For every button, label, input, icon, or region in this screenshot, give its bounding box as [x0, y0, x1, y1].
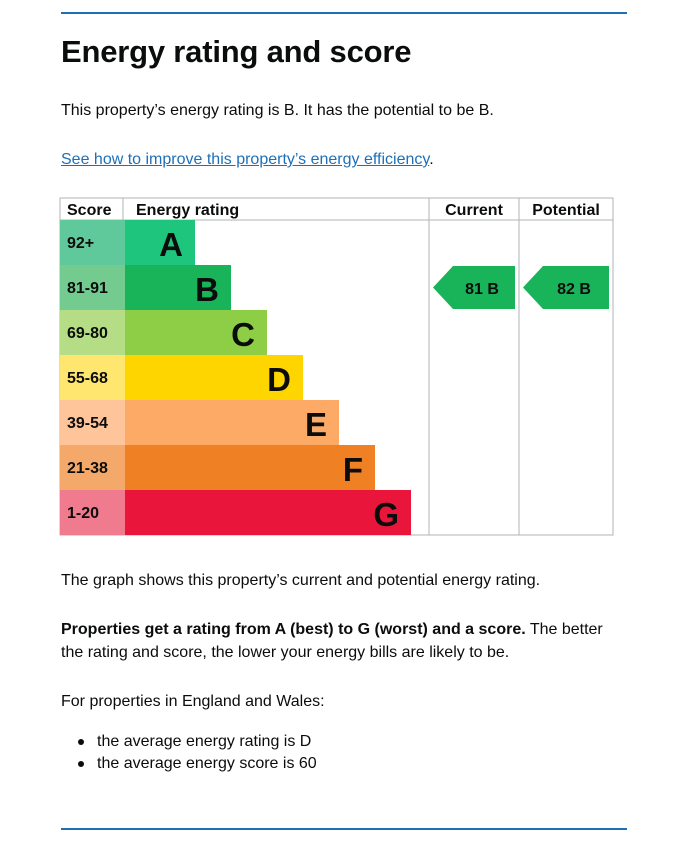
graph-caption: The graph shows this property’s current … — [61, 572, 541, 589]
score-cell-a — [60, 220, 125, 265]
rating-explanation-bold: Properties get a rating from A (best) to… — [61, 621, 526, 638]
region-intro: For properties in England and Wales: — [61, 693, 325, 710]
potential-rating-arrow — [523, 266, 609, 309]
rating-letter-b: B — [195, 271, 219, 308]
rating-bar-e — [125, 400, 339, 445]
improve-efficiency-link[interactable]: See how to improve this property’s energ… — [61, 151, 430, 168]
improve-link-row: See how to improve this property’s energ… — [61, 148, 434, 171]
score-range-f: 21-38 — [67, 460, 108, 477]
current-rating-label: 81 B — [465, 281, 499, 298]
rating-bar-b — [125, 265, 231, 310]
rating-letter-e: E — [305, 406, 327, 443]
rating-explanation: Properties get a rating from A (best) to… — [61, 618, 621, 664]
list-item: the average energy rating is D — [61, 731, 317, 753]
header-current: Current — [445, 202, 503, 219]
rating-bar-d — [125, 355, 303, 400]
rating-letter-f: F — [343, 451, 363, 488]
potential-rating-label: 82 B — [557, 281, 591, 298]
score-cell-f — [60, 445, 125, 490]
score-range-g: 1-20 — [67, 505, 99, 522]
rating-letter-a: A — [159, 226, 183, 263]
rating-bar-f — [125, 445, 375, 490]
score-range-e: 39-54 — [67, 415, 108, 432]
bottom-divider — [61, 828, 627, 830]
link-suffix: . — [429, 151, 434, 168]
rating-letter-c: C — [231, 316, 255, 353]
rating-letter-d: D — [267, 361, 291, 398]
list-item: the average energy score is 60 — [61, 753, 317, 775]
score-cell-c — [60, 310, 125, 355]
score-cell-b — [60, 265, 125, 310]
score-range-d: 55-68 — [67, 370, 108, 387]
score-range-a: 92+ — [67, 235, 94, 252]
header-score: Score — [67, 202, 112, 219]
score-cell-e — [60, 400, 125, 445]
header-energy-rating: Energy rating — [136, 202, 239, 219]
score-cell-g — [60, 490, 125, 535]
rating-letter-g: G — [373, 496, 399, 533]
current-rating-arrow — [433, 266, 515, 309]
top-divider — [61, 12, 627, 14]
score-range-b: 81-91 — [67, 280, 108, 297]
page-title: Energy rating and score — [61, 34, 412, 69]
score-range-c: 69-80 — [67, 325, 108, 342]
header-potential: Potential — [532, 202, 600, 219]
rating-bar-a — [125, 220, 195, 265]
rating-bar-g — [125, 490, 411, 535]
averages-list: the average energy rating is D the avera… — [61, 731, 317, 775]
score-cell-d — [60, 355, 125, 400]
rating-bar-c — [125, 310, 267, 355]
energy-rating-chart: Score Energy rating Current Potential 92+ A 81… — [59, 197, 614, 536]
rating-summary: This property’s energy rating is B. It h… — [61, 102, 494, 119]
rating-explanation-rest: The better the rating and score, the low… — [61, 621, 603, 661]
